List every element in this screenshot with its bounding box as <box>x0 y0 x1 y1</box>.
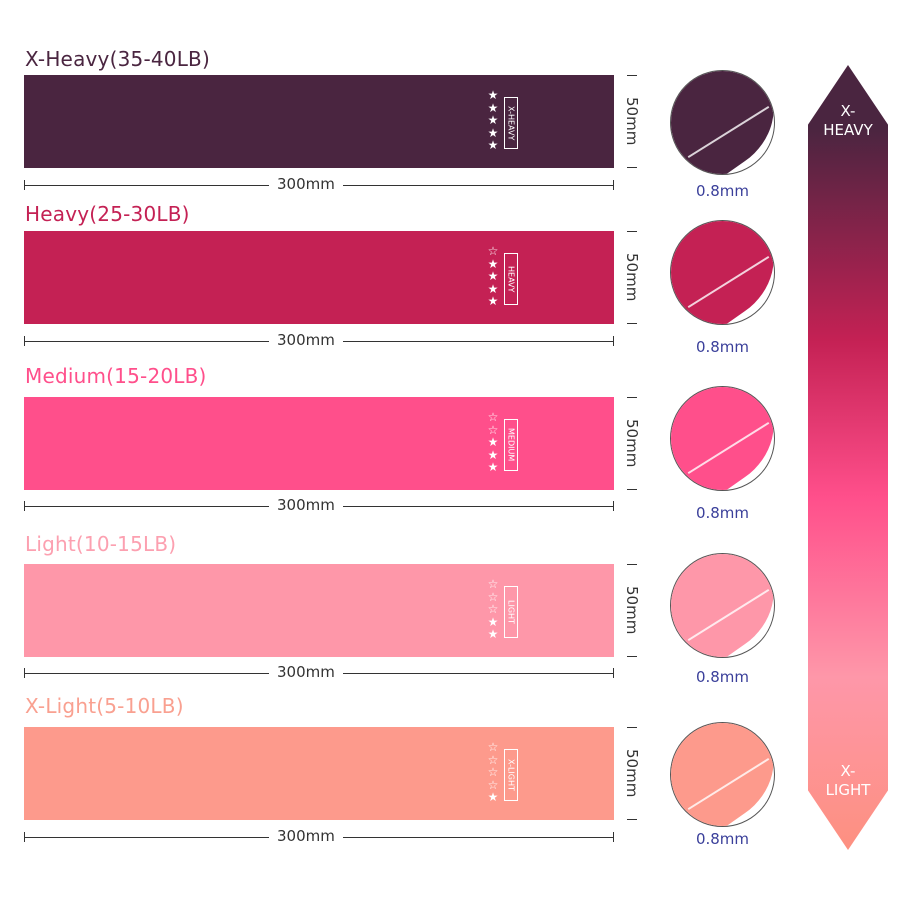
star-filled-icon: ★ <box>487 294 499 308</box>
star-filled-icon: ★ <box>487 88 499 102</box>
width-label: 50mm <box>623 749 641 798</box>
star-empty-icon: ☆ <box>487 577 499 591</box>
thickness-closeup <box>670 220 775 325</box>
band-tag: ★ ★ ★ ☆ ☆ MEDIUM <box>486 411 526 477</box>
thickness-closeup <box>670 386 775 491</box>
star-empty-icon: ☆ <box>487 765 499 779</box>
width-dimension: 50mm <box>622 564 642 657</box>
length-dimension: 300mm <box>24 663 614 681</box>
band-level-label: MEDIUM <box>504 419 518 471</box>
thickness-label: 0.8mm <box>695 830 750 848</box>
star-filled-icon: ★ <box>487 138 499 152</box>
star-empty-icon: ☆ <box>487 602 499 616</box>
band-swatch: ★ ★ ★ ★ ☆ HEAVY <box>24 231 614 324</box>
star-filled-icon: ★ <box>487 627 499 641</box>
band-swatch: ★ ★ ★ ☆ ☆ MEDIUM <box>24 397 614 490</box>
star-rating: ★ ★ ★ ★ ★ <box>486 89 500 152</box>
thickness-label: 0.8mm <box>695 504 750 522</box>
star-empty-icon: ☆ <box>487 777 499 792</box>
band-title: Medium(15-20LB) <box>25 364 207 388</box>
length-label: 300mm <box>269 175 343 193</box>
band-tag: ★ ★ ★ ★ ☆ HEAVY <box>486 245 526 311</box>
band-swatch: ★ ★ ★ ★ ★ X-HEAVY <box>24 75 614 168</box>
length-dimension: 300mm <box>24 331 614 349</box>
band-swatch: ★ ★ ☆ ☆ ☆ LIGHT <box>24 564 614 657</box>
length-label: 300mm <box>269 827 343 845</box>
star-rating: ★ ★ ★ ☆ ☆ <box>486 411 500 474</box>
star-rating: ★ ☆ ☆ ☆ ☆ <box>486 741 500 804</box>
star-filled-icon: ★ <box>487 125 499 140</box>
star-filled-icon: ★ <box>487 113 499 127</box>
thickness-label: 0.8mm <box>695 182 750 200</box>
band-level-label: X-LIGHT <box>504 749 518 801</box>
star-filled-icon: ★ <box>487 281 499 296</box>
star-empty-icon: ☆ <box>487 740 499 754</box>
band-level-label: LIGHT <box>504 586 518 638</box>
band-tag: ★ ★ ☆ ☆ ☆ LIGHT <box>486 578 526 644</box>
width-dimension: 50mm <box>622 727 642 820</box>
star-filled-icon: ★ <box>487 256 499 271</box>
star-filled-icon: ★ <box>487 447 499 462</box>
band-title: X-Light(5-10LB) <box>25 694 184 718</box>
star-empty-icon: ☆ <box>487 589 499 604</box>
band-level-label: X-HEAVY <box>504 97 518 149</box>
length-label: 300mm <box>269 331 343 349</box>
band-level-label: HEAVY <box>504 253 518 305</box>
length-label: 300mm <box>269 663 343 681</box>
width-label: 50mm <box>623 97 641 146</box>
length-dimension: 300mm <box>24 827 614 845</box>
star-filled-icon: ★ <box>487 614 499 629</box>
band-tag: ★ ★ ★ ★ ★ X-HEAVY <box>486 89 526 155</box>
scale-top-label: X- HEAVY <box>823 102 873 139</box>
star-filled-icon: ★ <box>487 460 499 474</box>
width-dimension: 50mm <box>622 397 642 490</box>
scale-bottom-label: X- LIGHT <box>825 762 871 799</box>
band-title: X-Heavy(35-40LB) <box>25 47 210 71</box>
star-empty-icon: ☆ <box>487 422 499 437</box>
length-dimension: 300mm <box>24 496 614 514</box>
thickness-closeup <box>670 553 775 658</box>
star-rating: ★ ★ ☆ ☆ ☆ <box>486 578 500 641</box>
star-empty-icon: ☆ <box>487 752 499 767</box>
width-label: 50mm <box>623 419 641 468</box>
band-swatch: ★ ☆ ☆ ☆ ☆ X-LIGHT <box>24 727 614 820</box>
length-dimension: 300mm <box>24 175 614 193</box>
thickness-label: 0.8mm <box>695 668 750 686</box>
star-filled-icon: ★ <box>487 100 499 115</box>
star-rating: ★ ★ ★ ★ ☆ <box>486 245 500 308</box>
thickness-closeup <box>670 70 775 175</box>
resistance-scale-arrow <box>808 65 888 850</box>
width-dimension: 50mm <box>622 231 642 324</box>
thickness-label: 0.8mm <box>695 338 750 356</box>
star-filled-icon: ★ <box>487 435 499 449</box>
width-dimension: 50mm <box>622 75 642 168</box>
star-empty-icon: ☆ <box>487 244 499 258</box>
thickness-closeup <box>670 722 775 827</box>
star-empty-icon: ☆ <box>487 410 499 424</box>
band-title: Light(10-15LB) <box>25 532 177 556</box>
width-label: 50mm <box>623 586 641 635</box>
star-filled-icon: ★ <box>487 790 499 804</box>
band-tag: ★ ☆ ☆ ☆ ☆ X-LIGHT <box>486 741 526 807</box>
band-title: Heavy(25-30LB) <box>25 202 190 226</box>
width-label: 50mm <box>623 253 641 302</box>
star-filled-icon: ★ <box>487 269 499 283</box>
length-label: 300mm <box>269 496 343 514</box>
